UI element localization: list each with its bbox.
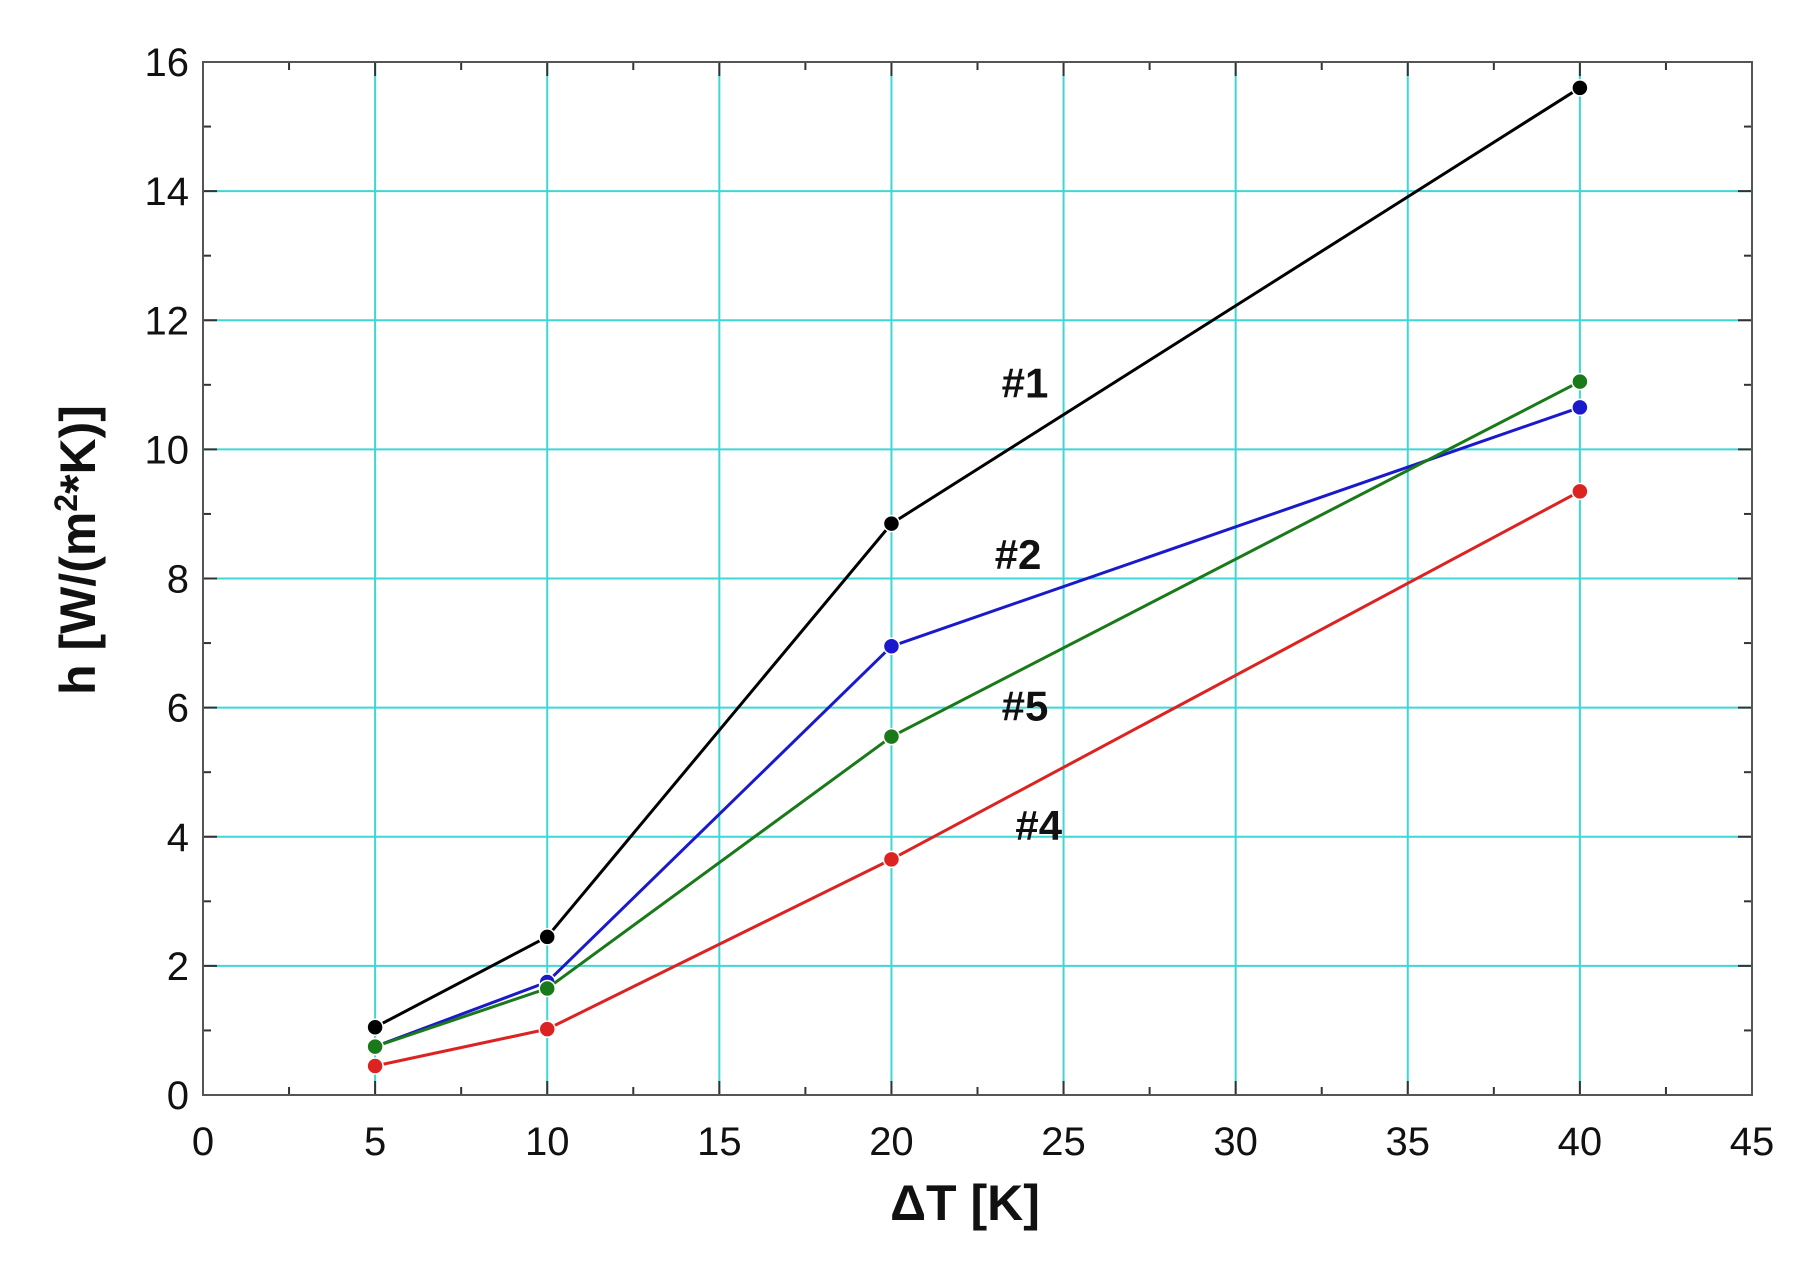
y-tick-label: 6 — [167, 687, 189, 731]
y-tick-label: 8 — [167, 558, 189, 602]
series-point — [538, 1020, 556, 1038]
x-tick-label: 10 — [525, 1120, 570, 1164]
series-line — [374, 490, 1581, 1068]
series-point — [882, 637, 901, 656]
series-point — [1571, 372, 1589, 391]
series-point — [366, 1057, 384, 1075]
x-tick-label: 5 — [364, 1120, 386, 1164]
series-point — [1571, 398, 1589, 417]
grid-layer — [203, 62, 1752, 1095]
plot-frame — [202, 61, 1753, 1096]
x-tick-label: 40 — [1558, 1120, 1603, 1164]
series-point — [882, 850, 901, 869]
series-line — [374, 380, 1581, 1048]
x-tick-label: 0 — [192, 1120, 214, 1164]
series-point — [882, 514, 901, 533]
y-axis-title: h [W/(m2*K)] — [48, 405, 106, 695]
x-tick-labels: 0 5 10 15 20 25 30 35 40 45 — [192, 1120, 1774, 1164]
series-label: #1 — [1002, 360, 1049, 407]
x-tick-label: 45 — [1730, 1120, 1775, 1164]
y-tick-label: 10 — [145, 428, 190, 472]
y-axis-title-tail: *K)] — [50, 405, 106, 494]
series-1 — [366, 79, 1589, 1036]
series-point — [366, 1018, 384, 1036]
series-label: #4 — [1015, 802, 1062, 849]
x-tick-label: 20 — [869, 1120, 914, 1164]
series-layer — [366, 79, 1589, 1075]
x-tick-label: 30 — [1213, 1120, 1258, 1164]
series-point — [1571, 482, 1589, 501]
y-tick-label: 16 — [145, 41, 190, 85]
y-tick-label: 4 — [167, 816, 189, 860]
series-point — [1571, 79, 1589, 97]
series-label: #5 — [1002, 683, 1049, 730]
y-tick-label: 12 — [145, 299, 190, 343]
y-tick-label: 2 — [167, 945, 189, 989]
series-line — [374, 86, 1581, 1029]
y-tick-label: 0 — [167, 1074, 189, 1118]
y-tick-label: 14 — [145, 170, 190, 214]
series-label: #2 — [995, 531, 1042, 578]
series-4 — [366, 482, 1589, 1075]
series-3 — [366, 372, 1589, 1056]
series-point — [538, 928, 556, 946]
series-point — [882, 727, 901, 746]
y-axis-title-superscript: 2 — [48, 494, 84, 512]
x-axis-title: ΔT [K] — [890, 1175, 1040, 1231]
series-label-layer: #1 #2 #5 #4 — [995, 360, 1063, 849]
x-tick-label: 35 — [1386, 1120, 1431, 1164]
series-point — [366, 1037, 384, 1056]
series-line — [374, 405, 1581, 1048]
x-tick-label: 15 — [697, 1120, 742, 1164]
y-tick-labels: 0 2 4 6 8 10 12 14 16 — [145, 41, 190, 1118]
series-point — [538, 979, 556, 998]
y-axis-title-main: h [W/(m — [50, 512, 106, 695]
x-tick-label: 25 — [1041, 1120, 1086, 1164]
